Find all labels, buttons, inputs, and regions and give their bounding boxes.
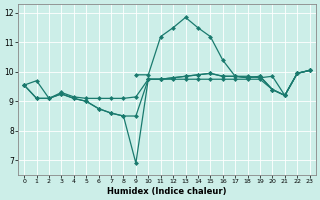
X-axis label: Humidex (Indice chaleur): Humidex (Indice chaleur): [107, 187, 227, 196]
